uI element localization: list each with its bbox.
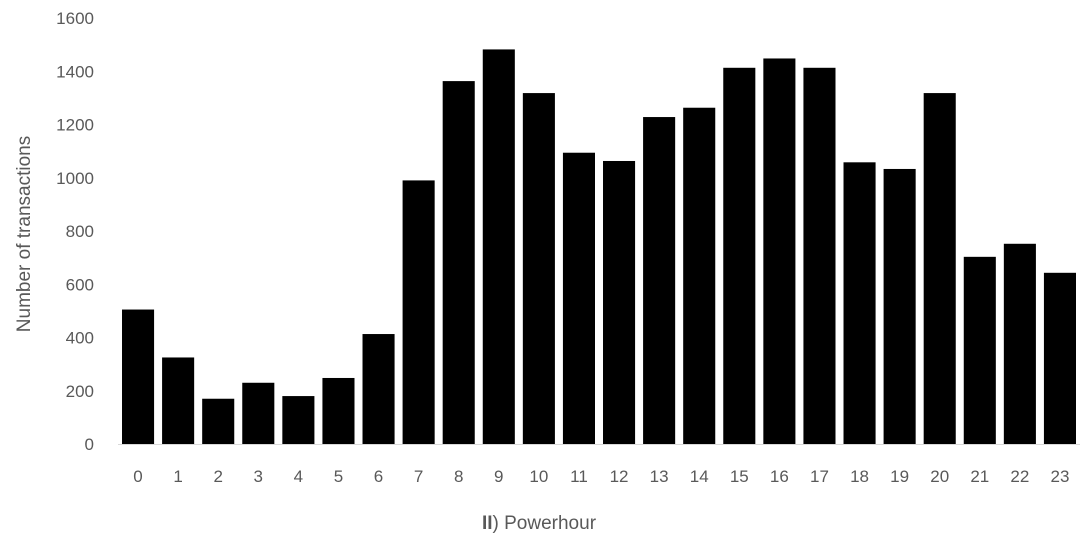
bar-hour-20	[923, 93, 956, 444]
x-tick-labels: 0 1 2 3 4 5 6 7 8 9 10 11 12 13 14 15 16 17 18 19 20 21 22 23	[133, 467, 1069, 486]
x-tick-label: 2	[213, 467, 222, 486]
bar-hour-3	[242, 382, 275, 444]
bar-hour-16	[763, 58, 796, 444]
y-tick-label: 200	[66, 382, 94, 401]
bar-hour-5	[322, 377, 355, 444]
x-tick-label: 10	[529, 467, 548, 486]
x-tick-label: 18	[850, 467, 869, 486]
x-tick-label: 14	[690, 467, 709, 486]
x-tick-label: 12	[610, 467, 629, 486]
bar-hour-23	[1043, 272, 1076, 444]
bar-hour-4	[282, 396, 315, 444]
bar-hour-0	[122, 309, 155, 444]
y-tick-label: 800	[66, 222, 94, 241]
y-tick-label: 1000	[56, 169, 94, 188]
x-tick-label: 20	[930, 467, 949, 486]
bar-hour-9	[482, 49, 515, 445]
x-tick-label: 4	[294, 467, 303, 486]
x-tick-label: 23	[1050, 467, 1069, 486]
bar-hour-19	[883, 168, 916, 444]
bar-hour-21	[963, 256, 996, 444]
y-tick-label: 600	[66, 275, 94, 294]
bar-hour-12	[603, 160, 636, 445]
bar-hour-18	[843, 162, 876, 444]
x-tick-label: 17	[810, 467, 829, 486]
x-axis-title-prefix: II	[482, 513, 493, 534]
x-tick-label: 21	[970, 467, 989, 486]
y-tick-labels: 0 200 400 600 800 1000 1200 1400 1600	[56, 9, 94, 454]
x-tick-label: 9	[494, 467, 503, 486]
y-tick-label: 1200	[56, 116, 94, 135]
x-tick-label: 11	[570, 467, 588, 486]
y-tick-label: 1400	[56, 62, 94, 81]
y-tick-label: 1600	[56, 9, 94, 28]
bar-hour-13	[643, 117, 676, 445]
x-tick-label: 16	[770, 467, 789, 486]
bars-group	[122, 49, 1076, 445]
y-axis-title: Number of transactions	[14, 136, 35, 332]
x-tick-label: 22	[1010, 467, 1029, 486]
x-tick-label: 7	[414, 467, 423, 486]
x-tick-label: 19	[890, 467, 909, 486]
x-tick-label: 15	[730, 467, 749, 486]
bar-hour-7	[402, 180, 435, 444]
x-axis-title: II) Powerhour	[482, 513, 597, 534]
y-tick-label: 400	[66, 329, 94, 348]
x-tick-label: 13	[650, 467, 669, 486]
bar-hour-15	[723, 67, 756, 444]
bar-hour-8	[442, 81, 475, 444]
x-tick-label: 5	[334, 467, 343, 486]
x-tick-label: 6	[374, 467, 383, 486]
x-tick-label: 3	[254, 467, 263, 486]
bar-hour-17	[803, 67, 836, 444]
x-tick-label: 1	[173, 467, 182, 486]
x-axis-title-rest: ) Powerhour	[493, 513, 597, 534]
bar-hour-10	[522, 93, 555, 444]
bar-hour-11	[562, 152, 595, 444]
bar-hour-22	[1003, 243, 1036, 444]
y-tick-label: 0	[85, 435, 94, 454]
bar-hour-14	[683, 107, 716, 444]
bar-hour-6	[362, 334, 395, 444]
x-tick-label: 8	[454, 467, 463, 486]
x-tick-label: 0	[133, 467, 142, 486]
bar-hour-2	[202, 398, 235, 444]
bar-hour-1	[162, 357, 195, 444]
